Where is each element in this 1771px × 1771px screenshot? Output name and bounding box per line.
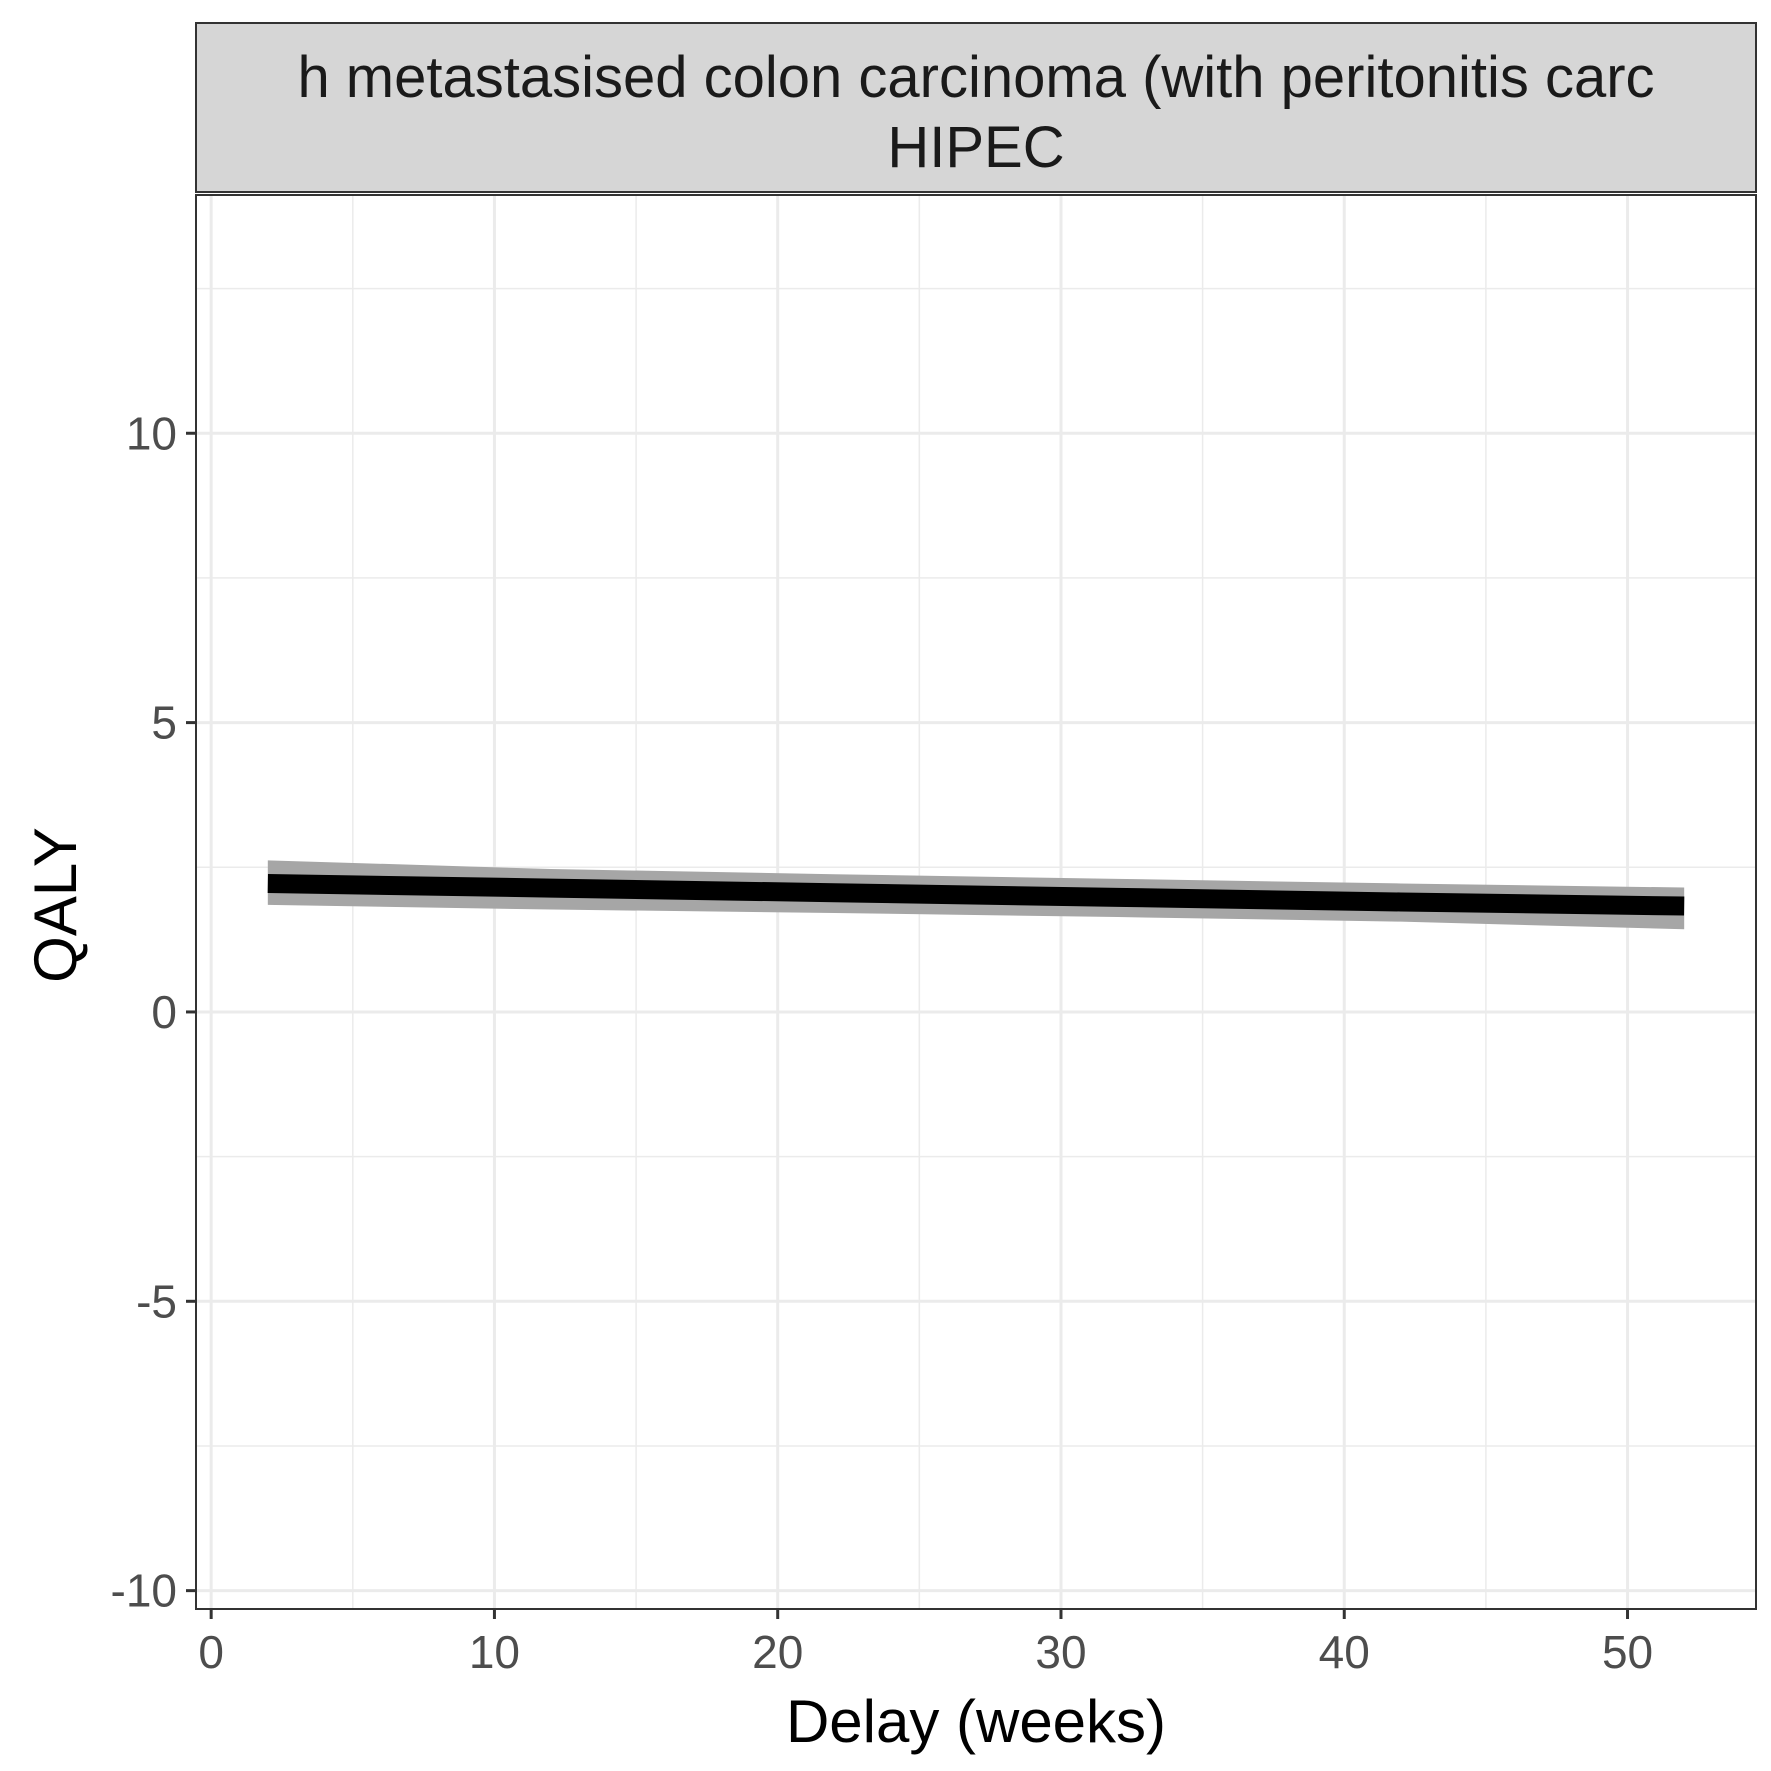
y-tick-label: 5 — [151, 697, 177, 749]
x-tick-label: 0 — [198, 1626, 224, 1678]
x-axis: 0 10 20 30 40 50 — [198, 1609, 1653, 1678]
series-line — [267, 873, 1685, 916]
panel-border — [195, 194, 1757, 1610]
facet-strip-label-line1: h metastasised colon carcinoma (with per… — [297, 45, 1654, 110]
y-tick-label: 10 — [126, 407, 177, 459]
facet-strip-label-line2: HIPEC — [887, 115, 1064, 180]
series-line-layer — [267, 873, 1685, 916]
x-tick-label: 20 — [752, 1626, 803, 1678]
x-axis-title: Delay (weeks) — [786, 1688, 1166, 1755]
x-tick-label: 40 — [1319, 1626, 1370, 1678]
x-tick-label: 30 — [1035, 1626, 1086, 1678]
y-tick-label: 0 — [151, 986, 177, 1038]
y-axis-title: QALY — [22, 827, 89, 983]
y-tick-label: -10 — [111, 1565, 177, 1617]
y-axis: -10 -5 0 5 10 — [111, 407, 196, 1617]
y-tick-label: -5 — [136, 1275, 177, 1327]
x-tick-label: 10 — [469, 1626, 520, 1678]
x-tick-label: 50 — [1602, 1626, 1653, 1678]
facet-strip — [195, 22, 1757, 193]
